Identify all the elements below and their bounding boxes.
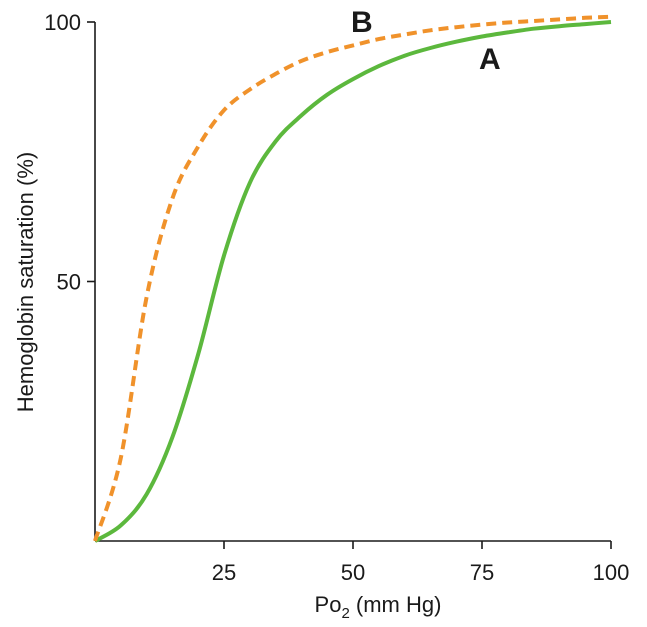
x-tick-label: 75 [470,560,494,585]
series-layer [93,14,612,543]
axes [94,22,611,542]
x-tick-label: 50 [341,560,365,585]
series-line-a [93,20,612,543]
x-axis-label-suffix: (mm Hg) [350,592,442,617]
ticks [87,21,612,549]
x-axis-label-subscript: 2 [341,605,349,622]
x-tick-label: 25 [212,560,236,585]
series-label-b: B [351,6,373,39]
series-line-b [93,14,612,542]
y-tick-label: 100 [44,10,81,35]
tick-labels: 25 50 75 100 50 100 [44,10,629,585]
x-tick-label: 100 [593,560,630,585]
y-tick-label: 50 [57,270,81,295]
x-axis-label-main: Po [315,592,342,617]
series-label-a: A [479,43,501,76]
x-axis-label: Po2 (mm Hg) [315,592,442,622]
y-axis-label: Hemoglobin saturation (%) [13,152,38,412]
